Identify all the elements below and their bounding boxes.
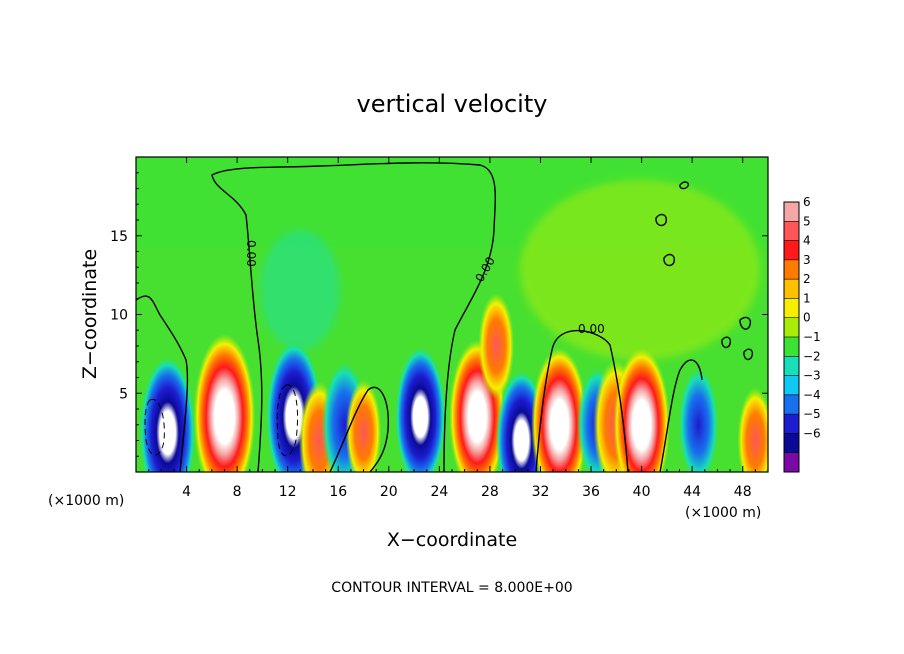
colorbar-label: 1	[803, 291, 811, 305]
zero-contour-small-8	[743, 348, 754, 361]
colorbar-swatch	[784, 356, 799, 377]
velocity-cell-7	[394, 345, 446, 472]
colorbar-swatch	[784, 202, 799, 222]
zero-contour-small-6	[663, 253, 676, 267]
colorbar-label: 6	[803, 195, 811, 209]
colorbar-label: −6	[803, 426, 821, 440]
velocity-cell-14	[613, 347, 670, 472]
velocity-cell-2	[193, 333, 256, 472]
x-tick-label: 8	[233, 484, 242, 500]
zero-contour-left	[136, 295, 189, 472]
zero-contour-right	[535, 329, 629, 472]
zero-contours	[136, 162, 754, 472]
velocity-cells	[139, 293, 768, 472]
contour-label-1: 0.00	[244, 240, 258, 267]
colorbar-label: 2	[803, 272, 811, 286]
cyan-region	[260, 230, 340, 350]
zero-contour-small-3	[739, 316, 752, 330]
zero-contour-mid-left	[211, 162, 496, 472]
x-tick-label: 36	[582, 484, 600, 500]
colorbar-swatch	[784, 394, 799, 415]
colorbar-swatch	[784, 279, 799, 299]
chart-title: vertical velocity	[357, 90, 548, 118]
velocity-cell-6	[345, 379, 382, 472]
colorbar-swatch	[784, 375, 799, 396]
x-tick-label: 32	[532, 484, 550, 500]
x-tick-label: 20	[380, 484, 398, 500]
colorbar-swatch	[784, 317, 799, 338]
colorbar-label: −4	[803, 388, 821, 402]
velocity-cell-1	[139, 355, 196, 472]
x-tick-label: 48	[734, 484, 752, 500]
contour-label-3: 0.00	[578, 322, 605, 336]
x-tick-label: 24	[430, 484, 448, 500]
colorbar-label: 4	[803, 234, 811, 248]
x-axis-ticks: 4 8 12 16 20 24 28 32 36 40 44 48	[148, 157, 756, 500]
colorbar-swatch	[784, 240, 799, 261]
colorbar-swatch	[784, 337, 799, 357]
colorbar-swatch	[784, 414, 799, 434]
velocity-cell-9	[478, 293, 515, 399]
plot-area	[135, 156, 769, 473]
contour-interval-note: CONTOUR INTERVAL = 8.000E+00	[331, 580, 572, 596]
colorbar-swatch	[784, 298, 799, 319]
velocity-cell-15	[678, 365, 719, 472]
zero-contour-small-1	[329, 386, 389, 472]
x-tick-label: 28	[481, 484, 499, 500]
x-tick-label: 40	[633, 484, 651, 500]
y-tick-label: 5	[119, 386, 128, 402]
dashed-contour-2	[276, 384, 299, 457]
dashed-contour-1	[144, 398, 165, 456]
x-tick-label: 44	[683, 484, 701, 500]
zero-contour-small-7	[721, 336, 732, 349]
colorbar-swatch	[784, 452, 799, 473]
colorbar-label: −3	[803, 369, 821, 383]
y-axis-ticks: 5 10 15	[110, 172, 768, 457]
dashed-contours	[144, 384, 299, 457]
velocity-cell-11	[531, 347, 588, 472]
colorbar: 6 5 4 3 2 1 0 −1 −2 −3 −4 −5 −6	[783, 195, 821, 473]
yellowish-region	[520, 180, 760, 360]
x-tick-label: 16	[329, 484, 347, 500]
x-tick-label: 12	[279, 484, 297, 500]
x-unit-right: (×1000 m)	[685, 505, 761, 521]
zero-contour-small-2	[659, 359, 703, 472]
colorbar-label: 5	[803, 214, 811, 228]
colorbar-label: −2	[803, 349, 821, 363]
colorbar-label: 0	[803, 311, 811, 325]
colorbar-swatch	[784, 433, 799, 454]
colorbar-label: −5	[803, 407, 821, 421]
x-unit-left: (×1000 m)	[48, 493, 124, 509]
colorbar-label: 3	[803, 253, 811, 267]
y-tick-label: 10	[110, 308, 128, 324]
colorbar-swatch	[784, 259, 799, 280]
y-tick-label: 15	[110, 229, 128, 245]
zero-contour-small-4	[679, 181, 690, 190]
zero-contour-small-5	[655, 213, 668, 227]
x-tick-label: 4	[182, 484, 191, 500]
velocity-cell-16	[737, 387, 768, 472]
x-axis-label: X−coordinate	[387, 529, 517, 551]
y-axis-label: Z−coordinate	[79, 249, 101, 379]
colorbar-swatch	[784, 221, 799, 242]
colorbar-label: −1	[803, 330, 821, 344]
